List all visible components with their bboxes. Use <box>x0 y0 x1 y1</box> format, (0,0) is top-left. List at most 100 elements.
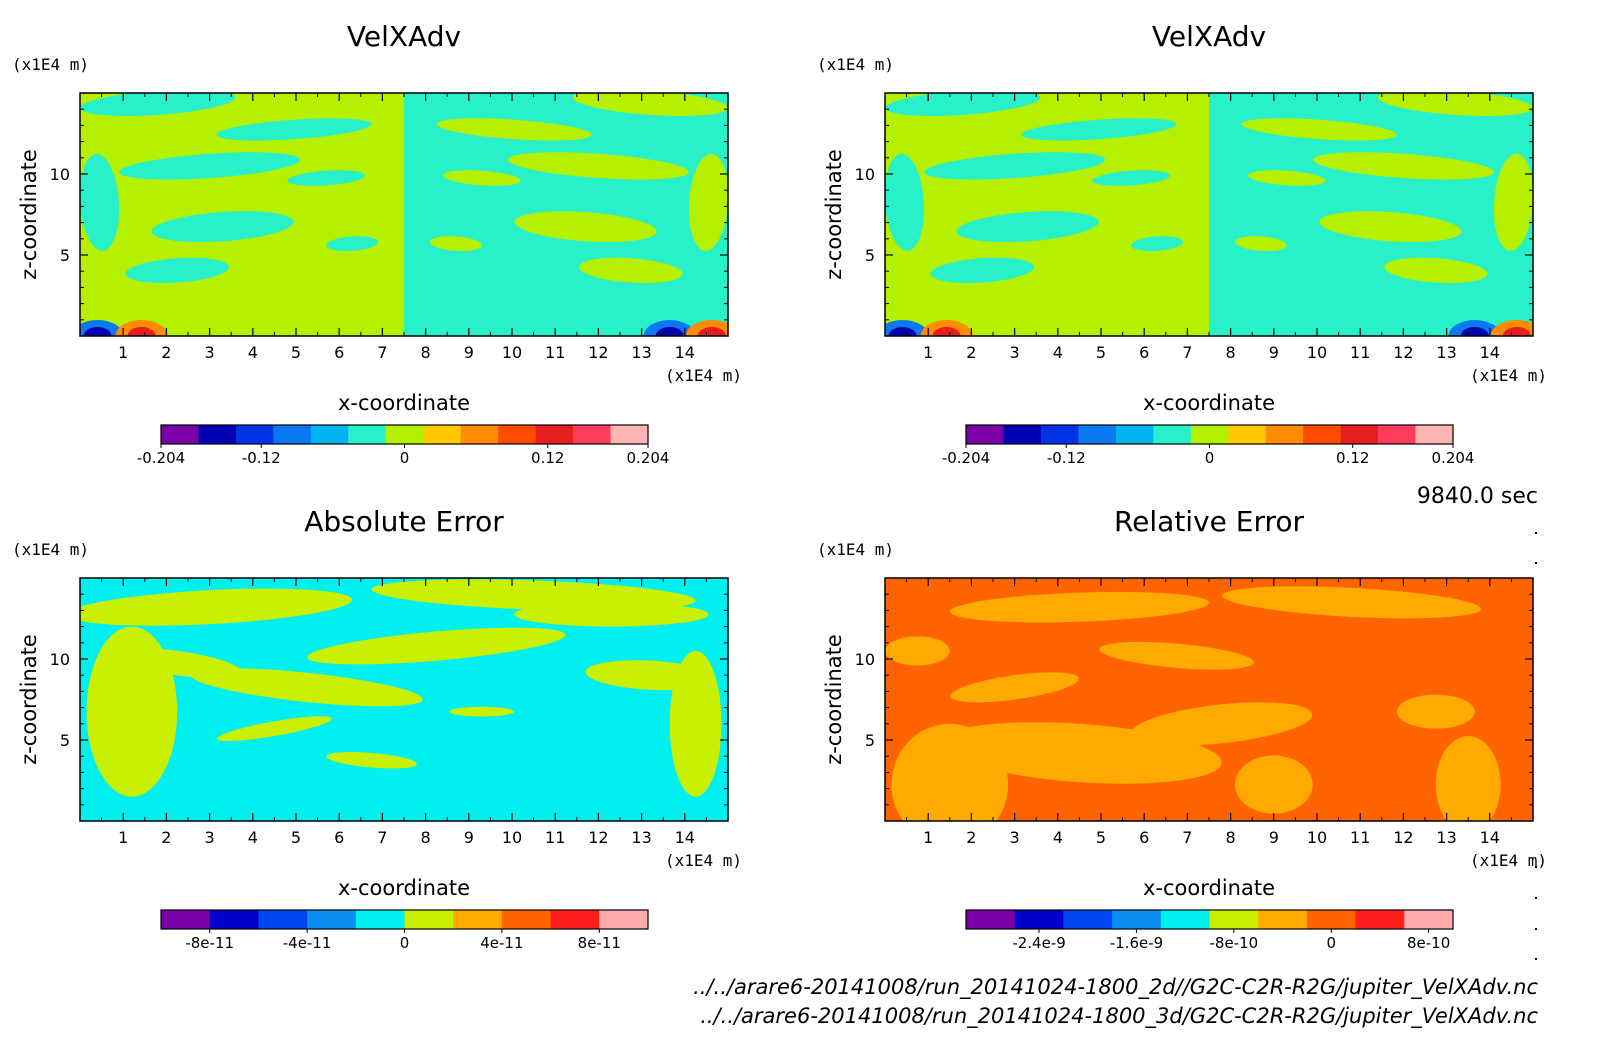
x-tick-label: 4 <box>1053 343 1063 362</box>
x-tick-label: 7 <box>377 828 387 847</box>
x-tick-label: 8 <box>421 343 431 362</box>
y-axis-label: z-coordinate <box>17 149 41 280</box>
x-tick-label: 13 <box>631 828 651 847</box>
contour-region <box>1092 170 1171 186</box>
colorbar-swatch <box>573 425 612 444</box>
x-tick-label: 9 <box>464 343 474 362</box>
x-axis-unit: (x1E4 m) <box>665 851 742 870</box>
marker-dot <box>1535 866 1537 868</box>
contour-field <box>80 93 728 336</box>
colorbar-swatch <box>1115 425 1154 444</box>
colorbar-swatch <box>535 425 574 444</box>
contour-region <box>326 236 379 252</box>
x-tick-label: 2 <box>161 828 171 847</box>
x-tick-label: 4 <box>248 343 258 362</box>
x-tick-label: 6 <box>334 343 344 362</box>
y-axis-unit: (x1E4 m) <box>12 540 89 559</box>
colorbar-tick-label: 0.204 <box>1432 449 1475 467</box>
contour-region <box>436 118 592 141</box>
contour-region <box>885 153 925 251</box>
contour-field <box>885 578 1533 821</box>
colorbar-swatch <box>1190 425 1229 444</box>
colorbar-tick-label: 0.12 <box>531 449 564 467</box>
colorbar-swatch <box>1306 910 1357 929</box>
marker-dot <box>1535 958 1537 960</box>
contour-region <box>326 751 417 769</box>
x-tick-label: 3 <box>1010 828 1020 847</box>
contour-region <box>924 152 1106 180</box>
colorbar-swatch <box>1014 910 1064 929</box>
x-tick-label: 12 <box>588 343 608 362</box>
contour-region <box>80 588 352 626</box>
contour-region <box>80 153 120 251</box>
contour-region <box>669 650 722 797</box>
colorbar-tick-label: 8e-10 <box>1407 934 1450 952</box>
colorbar-tick-label: -0.12 <box>242 449 281 467</box>
x-tick-label: 9 <box>1269 343 1279 362</box>
contour-region <box>1384 257 1488 284</box>
colorbar-frame <box>965 909 1454 930</box>
contour-extreme <box>697 327 726 336</box>
x-tick-label: 5 <box>1096 828 1106 847</box>
x-tick-label: 14 <box>675 343 695 362</box>
x-tick-label: 10 <box>1307 828 1327 847</box>
x-tick-label: 8 <box>421 828 431 847</box>
x-axis-label: x-coordinate <box>338 876 470 900</box>
contour-region <box>1241 118 1397 141</box>
x-tick-label: 1 <box>118 828 128 847</box>
panel-title: Absolute Error <box>304 505 504 538</box>
colorbar-swatch <box>161 425 199 444</box>
contour-region <box>287 170 366 186</box>
colorbar-swatch <box>423 425 462 444</box>
colorbar-swatch <box>1040 425 1079 444</box>
contour-extreme <box>888 327 917 336</box>
colorbar-swatch <box>1228 425 1267 444</box>
colorbar-tick-label: -4e-11 <box>283 934 332 952</box>
contour-field <box>885 93 1533 336</box>
x-axis-label: x-coordinate <box>338 391 470 415</box>
x-tick-label: 9 <box>464 828 474 847</box>
x-tick-label: 5 <box>1096 343 1106 362</box>
colorbar-tick-label: -1.6e-9 <box>1110 934 1163 952</box>
contour-region <box>216 118 372 141</box>
colorbar-swatch <box>258 910 308 929</box>
x-tick-label: 10 <box>1307 343 1327 362</box>
colorbar-swatch <box>355 910 405 929</box>
contour-region <box>151 211 294 243</box>
colorbar-swatch <box>273 425 312 444</box>
x-tick-label: 12 <box>588 828 608 847</box>
x-tick-label: 4 <box>1053 828 1063 847</box>
contour-region <box>80 93 236 116</box>
x-axis-label: x-coordinate <box>1143 391 1275 415</box>
contour-region <box>956 211 1099 243</box>
colorbar-tick-label: -0.204 <box>942 449 990 467</box>
colorbar-swatch <box>161 910 211 929</box>
x-tick-label: 3 <box>205 828 215 847</box>
colorbar-tick-label: 0 <box>1205 449 1215 467</box>
contour-region <box>1099 641 1255 670</box>
colorbar-swatch <box>1265 425 1304 444</box>
contour-region <box>572 93 728 116</box>
contour-region <box>1396 694 1475 729</box>
x-tick-label: 7 <box>1182 343 1192 362</box>
x-tick-label: 14 <box>675 828 695 847</box>
contour-region <box>1131 236 1184 252</box>
time-label: 9840.0 sec <box>1416 484 1538 509</box>
contour-region <box>1131 702 1313 746</box>
x-tick-label: 11 <box>1350 343 1370 362</box>
y-tick-label: 5 <box>865 246 875 265</box>
marker-dot <box>1535 562 1537 564</box>
x-tick-label: 6 <box>334 828 344 847</box>
colorbar-swatch <box>1303 425 1342 444</box>
contour-extreme <box>83 327 112 336</box>
marker-dot <box>1535 532 1537 534</box>
colorbar-swatch <box>404 910 454 929</box>
y-tick-label: 5 <box>60 731 70 750</box>
contour-region <box>1247 170 1326 186</box>
colorbar-swatch <box>310 425 349 444</box>
x-tick-label: 1 <box>118 343 128 362</box>
contour-extreme <box>1460 327 1489 336</box>
x-tick-label: 10 <box>502 828 522 847</box>
colorbar-tick-label: 4e-11 <box>480 934 523 952</box>
